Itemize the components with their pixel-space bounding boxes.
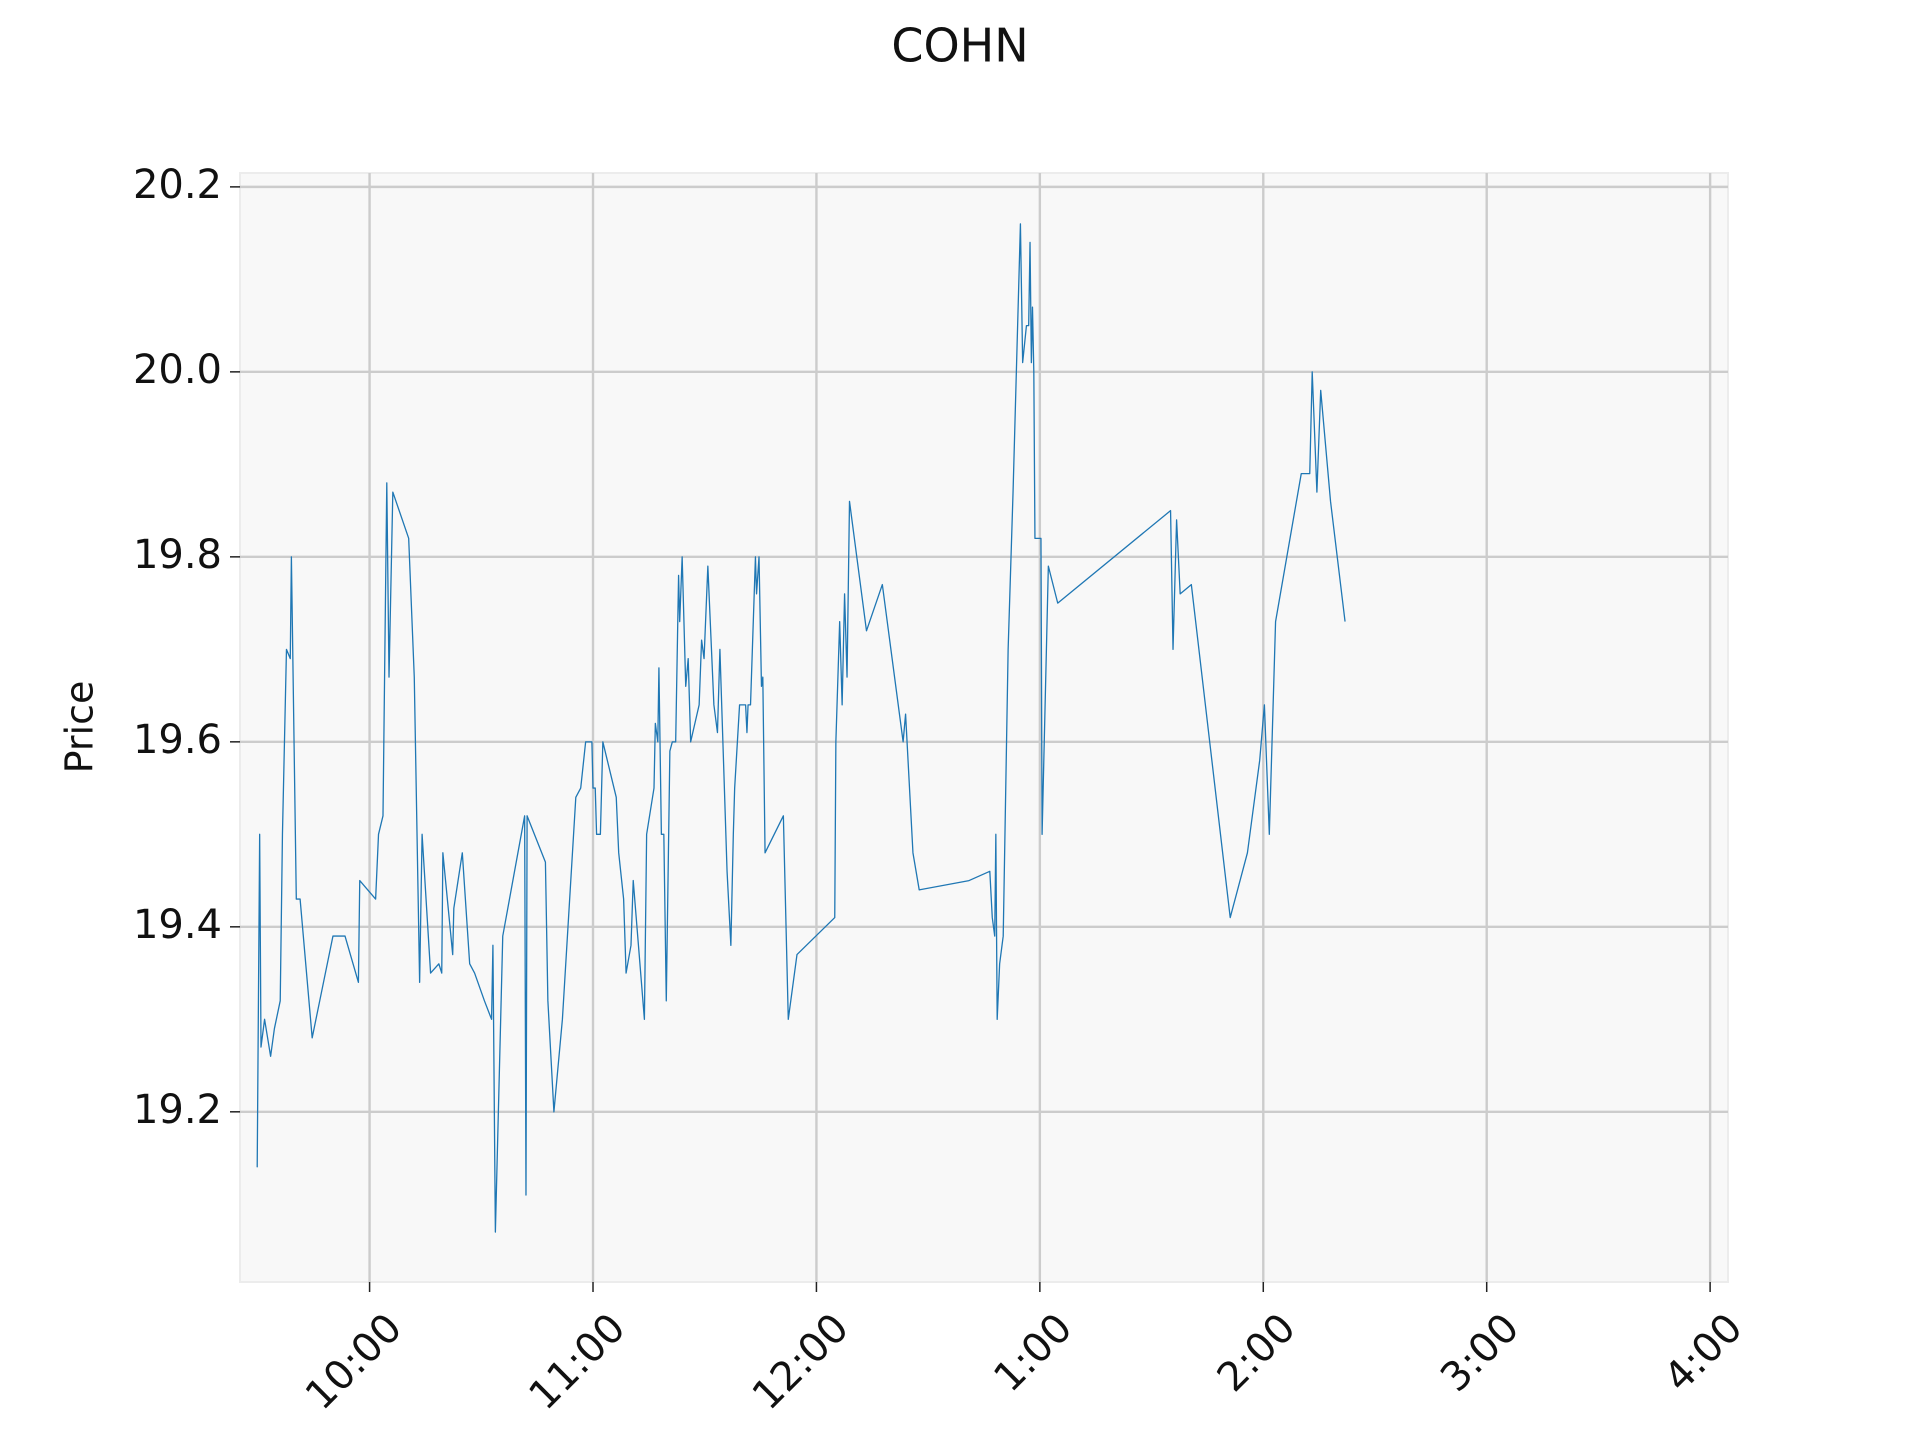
price-line <box>256 223 1346 1233</box>
y-tick-label: 20.2 <box>133 162 222 208</box>
x-tick-label: 10:00 <box>297 1305 411 1419</box>
y-tick-label: 19.4 <box>133 902 222 948</box>
y-tick-label: 19.6 <box>133 717 222 763</box>
x-tick-label: 4:00 <box>1656 1305 1752 1401</box>
x-tick-label: 1:00 <box>985 1305 1081 1401</box>
y-tick-label: 19.8 <box>133 532 222 578</box>
x-tick-label: 12:00 <box>744 1305 858 1419</box>
y-tick-label: 20.0 <box>133 347 222 393</box>
plot-area <box>239 172 1729 1283</box>
y-axis-label: Price <box>58 681 102 774</box>
x-tick-label: 2:00 <box>1209 1305 1305 1401</box>
x-tick-label: 11:00 <box>520 1305 634 1419</box>
chart-title: COHN <box>891 19 1028 73</box>
y-tick-label: 19.2 <box>133 1087 222 1133</box>
x-tick-label: 3:00 <box>1432 1305 1528 1401</box>
